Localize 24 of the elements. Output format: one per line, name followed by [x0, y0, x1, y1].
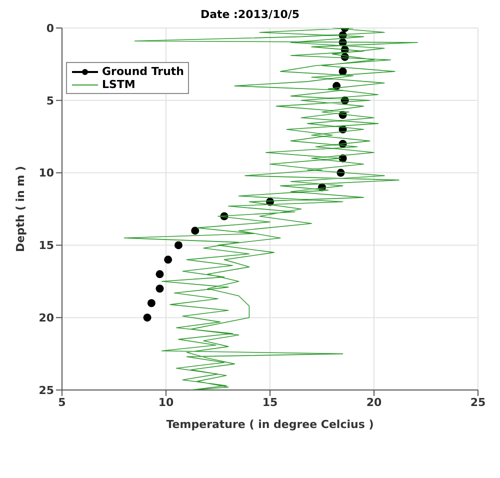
point: [191, 226, 200, 235]
x-tick-label: 25: [470, 396, 486, 409]
x-tick-label: 10: [158, 396, 174, 409]
point: [143, 314, 152, 322]
y-tick-label: 0: [46, 22, 54, 35]
x-axis-title: Temperature ( in degree Celcius ): [166, 418, 374, 431]
y-tick-label: 5: [46, 94, 54, 108]
point: [147, 299, 156, 308]
point: [164, 256, 172, 264]
chart-title: Date :2013/10/5: [199, 8, 301, 22]
y-tick-label: 25: [38, 384, 54, 397]
y-tick-label: 20: [38, 312, 54, 325]
x-tick-label: 15: [262, 396, 278, 409]
legend-label: Ground Truth: [102, 65, 184, 78]
y-axis-title: Depth ( in m ): [14, 166, 27, 252]
legend-label: LSTM: [102, 78, 136, 91]
x-tick-label: 20: [366, 396, 382, 409]
point: [156, 284, 164, 293]
y-tick-label: 10: [38, 166, 54, 180]
point: [338, 67, 347, 76]
point: [174, 241, 182, 250]
x-tick-label: 5: [58, 396, 66, 409]
point: [156, 270, 164, 278]
y-tick-label: 15: [38, 239, 54, 252]
